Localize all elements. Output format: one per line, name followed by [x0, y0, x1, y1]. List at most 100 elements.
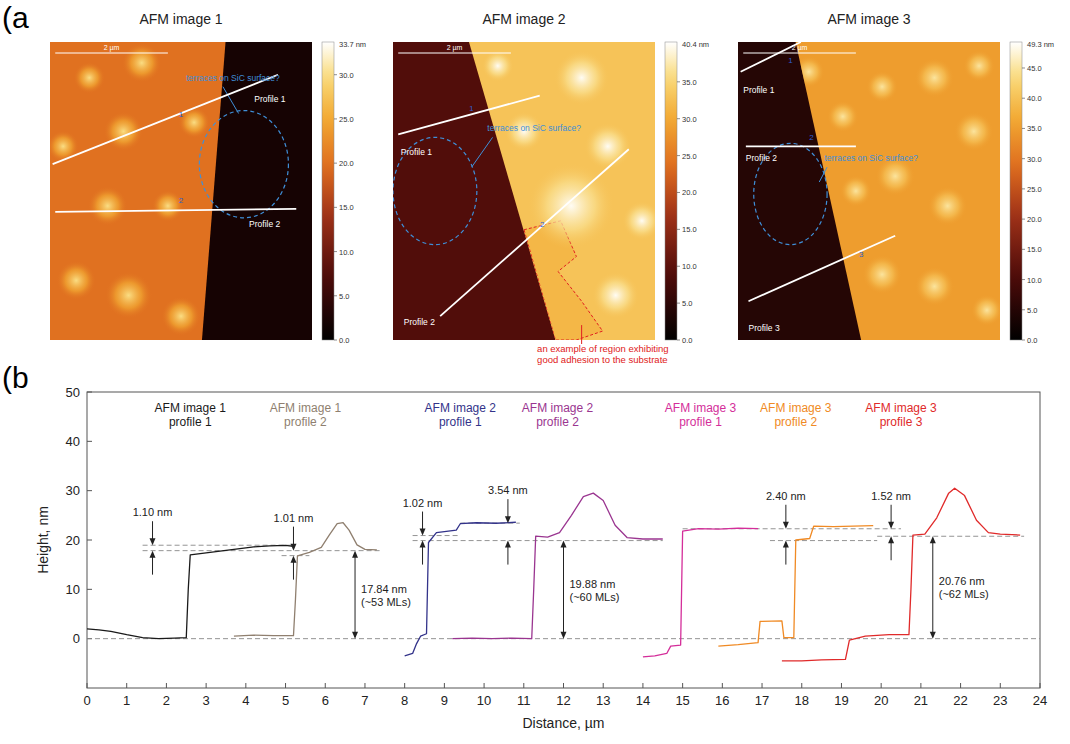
reference-line — [770, 540, 877, 541]
series-label-line: profile 2 — [536, 415, 579, 429]
series-label-line: AFM image 1 — [270, 401, 342, 415]
arrow-head — [561, 541, 567, 548]
profile-line — [746, 145, 856, 147]
x-tick-label: 23 — [993, 693, 1007, 708]
image-body — [738, 42, 1000, 340]
colorbar-label: 20.0 — [1027, 215, 1042, 224]
arrow-head — [561, 632, 567, 639]
colorbar-label: 0.0 — [682, 336, 692, 345]
y-tick — [87, 540, 92, 541]
series-label: AFM image 3profile 3 — [865, 401, 937, 429]
x-tick-label: 12 — [556, 693, 570, 708]
x-tick — [563, 683, 564, 688]
scale-bar — [55, 53, 168, 54]
colorbar-label: 5.0 — [682, 299, 692, 308]
colorbar-label: 15.0 — [1027, 245, 1042, 254]
annotation: an example of region exhibitinggood adhe… — [537, 343, 669, 365]
colorbar-label: 0.0 — [339, 336, 349, 345]
x-tick — [444, 683, 445, 688]
x-tick — [682, 683, 683, 688]
series-label-line: profile 1 — [169, 415, 212, 429]
x-tick-label: 5 — [282, 693, 289, 708]
y-tick — [87, 589, 92, 590]
afm-image: 2 µmterraces on SiC surface?Profile 11Pr… — [738, 40, 1054, 345]
x-tick-label: 0 — [83, 693, 90, 708]
scale-bar — [398, 53, 511, 54]
film-features — [50, 43, 210, 336]
x-tick — [364, 683, 365, 688]
x-tick-label: 3 — [203, 693, 210, 708]
x-tick-label: 2 — [163, 693, 170, 708]
bump — [528, 163, 614, 249]
arrow-head — [420, 541, 426, 548]
colorbar-label: 15.0 — [682, 225, 697, 234]
thickness-note: (~62 MLs) — [939, 588, 989, 600]
substrate — [50, 42, 312, 340]
series-label-line: profile 2 — [284, 415, 327, 429]
reference-line — [413, 540, 663, 541]
colorbar-tick — [334, 251, 337, 252]
profile-series — [718, 526, 873, 646]
colorbar-label: 10.0 — [339, 248, 354, 257]
x-tick — [206, 683, 207, 688]
bump — [915, 267, 954, 306]
profile-series — [87, 545, 293, 638]
profile-line — [55, 209, 296, 212]
x-tick-label: 13 — [596, 693, 610, 708]
bump — [50, 131, 79, 162]
y-tick-label: 40 — [66, 434, 80, 449]
x-tick — [603, 683, 604, 688]
colorbar-tick — [1022, 219, 1025, 220]
arrow-head — [930, 536, 936, 543]
colorbar-label: 30.0 — [339, 71, 354, 80]
profile-label: Profile 2 — [404, 317, 435, 327]
bump — [915, 58, 954, 97]
x-tick-label: 17 — [755, 693, 769, 708]
x-tick — [722, 683, 723, 688]
x-tick — [960, 683, 961, 688]
colorbar-tick — [1022, 98, 1025, 99]
panel-label: (b — [2, 361, 29, 394]
colorbar-tick — [1022, 279, 1025, 280]
colorbar-label: 0.0 — [1027, 336, 1037, 345]
profile-marker: 3 — [859, 250, 864, 259]
bump — [482, 50, 513, 81]
colorbar-tick — [334, 340, 337, 341]
substrate — [393, 42, 655, 340]
bump — [122, 43, 161, 82]
profile-series — [643, 528, 758, 657]
x-tick-label: 7 — [361, 693, 368, 708]
x-tick — [881, 683, 882, 688]
profile-marker: 1 — [179, 110, 184, 119]
series-label: AFM image 2profile 1 — [425, 401, 497, 429]
x-tick-label: 18 — [795, 693, 809, 708]
y-axis-title: Height, nm — [35, 506, 51, 574]
arrow-head — [290, 556, 296, 563]
arrow-head — [352, 632, 358, 639]
panel-label: (a — [2, 1, 29, 34]
x-tick — [484, 683, 485, 688]
thickness-label: 19.88 nm — [570, 578, 616, 590]
colorbar-label: 20.0 — [682, 188, 697, 197]
y-tick — [87, 392, 92, 393]
x-tick-label: 6 — [322, 693, 329, 708]
colorbar — [1010, 42, 1022, 340]
afm-image: 2 µmterraces on SiC surface?Profile 11Pr… — [393, 40, 709, 365]
profile-line — [440, 149, 629, 316]
colorbar-label: 25.0 — [682, 152, 697, 161]
annotation: terraces on SiC surface? — [824, 153, 918, 163]
annotations: 1.10 nm1.01 nm1.02 nm3.54 nm2.40 nm1.52 … — [133, 484, 989, 639]
series-label-line: AFM image 2 — [522, 401, 594, 415]
y-tick — [87, 441, 92, 442]
profile-series — [234, 523, 377, 636]
colorbar-tick — [677, 155, 680, 156]
x-tick-label: 22 — [953, 693, 967, 708]
image-title: AFM image 2 — [482, 11, 565, 27]
colorbar — [665, 42, 677, 340]
colorbar-label: 25.0 — [339, 115, 354, 124]
colorbar-label: 5.0 — [339, 292, 349, 301]
terrace-outline — [199, 111, 288, 218]
afm-image: 2 µmterraces on SiC surface?Profile 11Pr… — [47, 40, 366, 345]
colorbar-label: 45.0 — [1027, 64, 1042, 73]
bump — [840, 175, 871, 206]
